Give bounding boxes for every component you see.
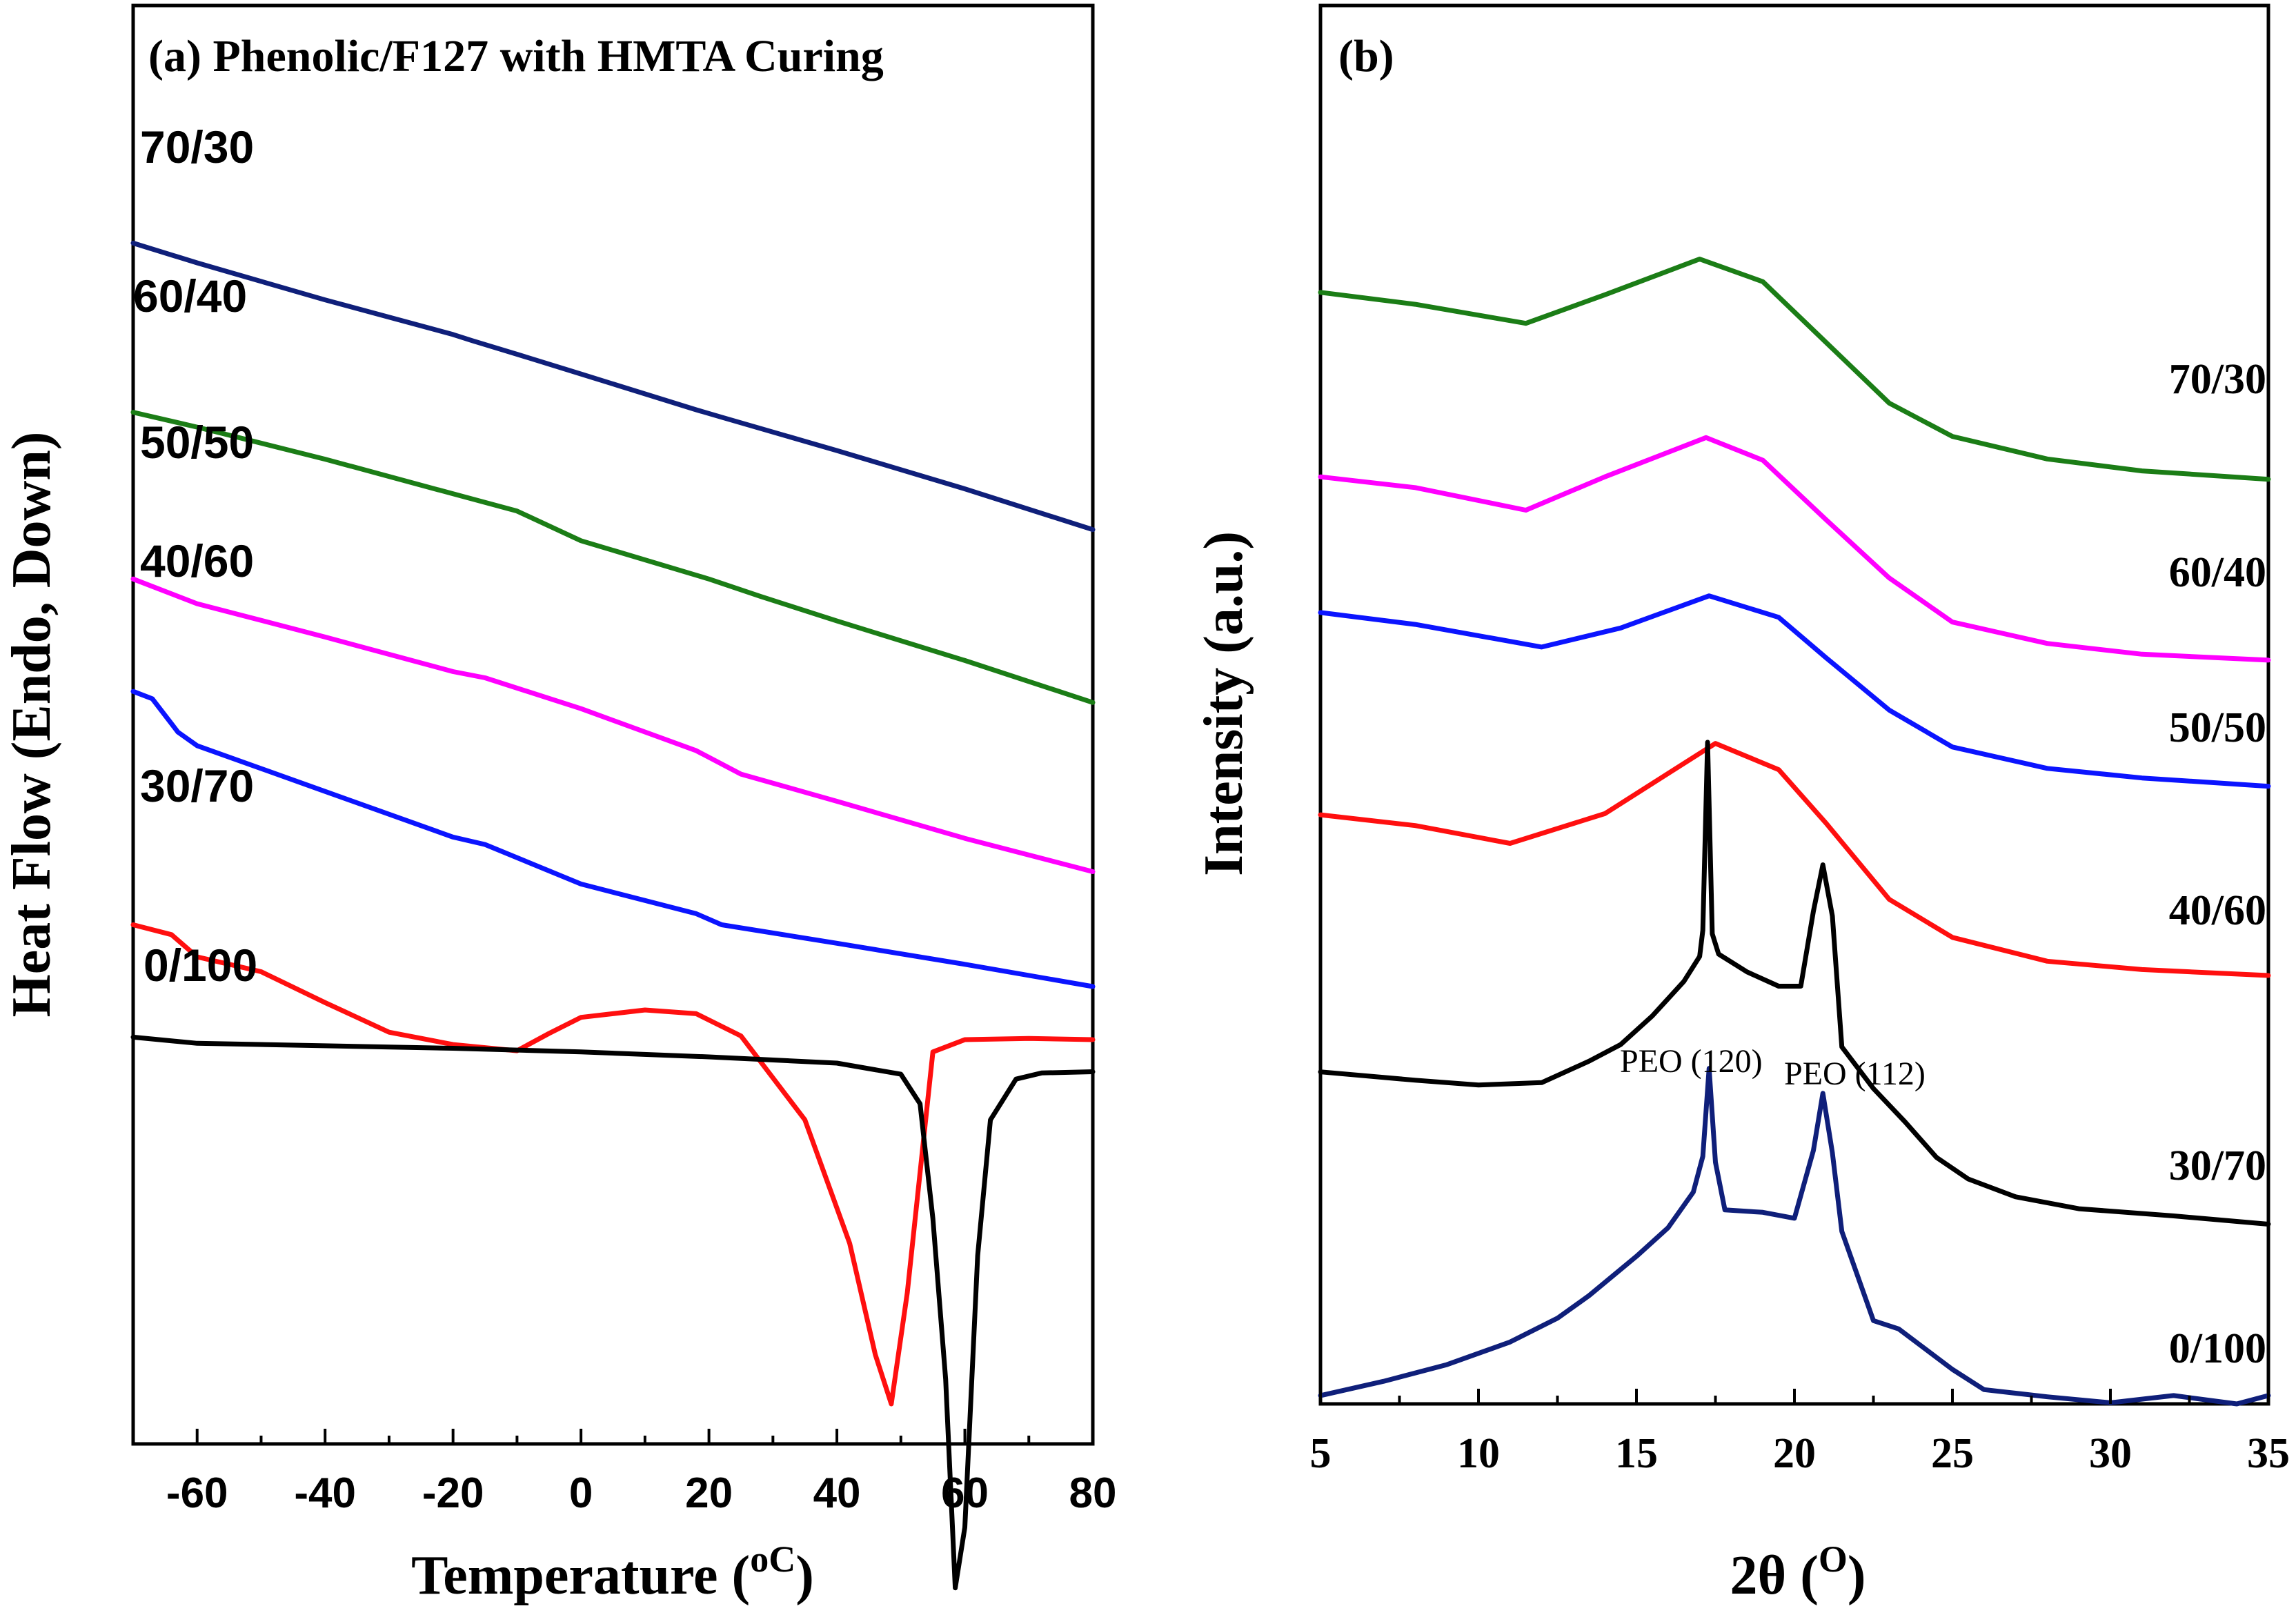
panel-b-series-label-0-100: 0/100	[2169, 1325, 2266, 1372]
panel-a-x-axis-title-paren-close: )	[795, 1545, 814, 1606]
panel-b-series-60-40-line	[1318, 435, 2271, 663]
panel-b-x-axis-title: 2θ (O)	[1730, 1538, 1866, 1606]
panel-a-series-label-60-40: 60/40	[133, 270, 247, 321]
panel-a-x-axis-title: Temperature (oC)	[411, 1538, 814, 1606]
panel-b-x-axis-title-paren-open: (	[1786, 1545, 1819, 1606]
panel-b-series-30-70-line	[1318, 740, 2271, 1227]
annotation-peo-112: PEO (112)	[1784, 1056, 1926, 1092]
panel-a-x-tick-label-0: 0	[569, 1469, 593, 1517]
panel-a-x-ticks: -60 -40 -20 0 20 40 60 80	[132, 1429, 1117, 1517]
panel-b-series-label-50-50: 50/50	[2169, 704, 2266, 751]
panel-a-x-tick-label-60: 60	[941, 1469, 989, 1517]
panel-b-series-label-70-30: 70/30	[2169, 356, 2266, 403]
panel-b-x-ticks: 5 10 15 20 25 30 35	[1310, 1389, 2290, 1477]
panel-b-series-label-40-60: 40/60	[2169, 887, 2266, 934]
panel-a-series-label-30-70: 30/70	[140, 760, 254, 811]
panel-b-series-0-100-line	[1318, 1066, 2271, 1407]
panel-a-series-label-40-60: 40/60	[140, 535, 254, 586]
panel-b-x-tick-label-20: 20	[1773, 1430, 1816, 1477]
panel-a-x-tick-label--20: -20	[422, 1469, 484, 1517]
panel-a-series-label-50-50: 50/50	[140, 417, 254, 468]
panel-a-series-40-60-line	[130, 688, 1096, 989]
panel-a-x-tick-label-20: 20	[685, 1469, 733, 1517]
panel-a-curves	[130, 240, 1096, 1591]
panel-b-series-labels: 70/30 60/40 50/50 40/60 30/70 0/100	[2169, 356, 2266, 1372]
panel-b-series-40-60-line	[1318, 741, 2271, 978]
panel-a-x-tick-label--40: -40	[294, 1469, 356, 1517]
panel-a-plot-frame	[131, 3, 1095, 1446]
panel-a-dsc: -60 -40 -20 0 20 40 60 80 (a) Phenolic/F127 wit…	[1, 3, 1117, 1606]
panel-a-x-axis-title-text: Temperature	[411, 1545, 718, 1606]
panel-a-x-tick-label-40: 40	[813, 1469, 861, 1517]
panel-b-curves	[1318, 257, 2271, 1407]
panel-a-series-labels: 70/30 60/40 50/50 40/60 30/70 0/100	[133, 121, 257, 991]
panel-b-x-tick-label-35: 35	[2247, 1430, 2290, 1477]
panel-a-series-70-30-line	[130, 240, 1096, 533]
panel-b-series-50-50-line	[1318, 593, 2271, 789]
panel-b-x-tick-label-10: 10	[1457, 1430, 1500, 1477]
panel-a-x-axis-title-unit: oC	[750, 1538, 795, 1580]
panel-b-series-label-60-40: 60/40	[2169, 549, 2266, 596]
panel-b-series-70-30-line	[1318, 257, 2271, 482]
panel-a-series-60-40-line	[130, 410, 1096, 705]
panel-b-y-axis-title: Intensity (a.u.)	[1194, 531, 1254, 876]
panel-a-series-0-100-line	[130, 1034, 1096, 1591]
panel-a-y-axis-title: Heat Flow (Endo, Down)	[1, 432, 62, 1018]
panel-b-x-tick-label-5: 5	[1310, 1430, 1332, 1477]
panel-a-x-tick-label--60: -60	[166, 1469, 228, 1517]
panel-a-x-axis-title-paren-open: (	[718, 1545, 751, 1606]
panel-b-x-tick-label-30: 30	[2089, 1430, 2132, 1477]
panel-b-x-tick-label-15: 15	[1615, 1430, 1658, 1477]
panel-a-series-30-70-line	[130, 922, 1096, 1407]
panel-b-x-axis-title-unit: O	[1819, 1538, 1848, 1580]
panel-a-series-50-50-line	[130, 576, 1096, 874]
panel-b-plot-frame	[1318, 3, 2270, 1406]
panel-b-x-tick-label-25: 25	[1931, 1430, 1974, 1477]
panel-a-series-label-70-30: 70/30	[140, 121, 254, 172]
annotation-peo-120: PEO (120)	[1620, 1043, 1763, 1080]
panel-a-x-tick-label-80: 80	[1069, 1469, 1117, 1517]
panel-b-x-axis-title-paren-close: )	[1848, 1545, 1866, 1606]
panel-b-series-label-30-70: 30/70	[2169, 1142, 2266, 1189]
panel-b-x-axis-title-text: 2θ	[1730, 1545, 1786, 1606]
panel-a-series-label-0-100: 0/100	[144, 940, 257, 991]
panel-a-title: (a) Phenolic/F127 with HMTA Curing	[148, 31, 884, 81]
panel-b-xrd: 5 10 15 20 25 30 35 (b) Intensity (a.u.) 2θ (O…	[1194, 3, 2290, 1606]
panel-b-title: (b)	[1338, 31, 1394, 81]
